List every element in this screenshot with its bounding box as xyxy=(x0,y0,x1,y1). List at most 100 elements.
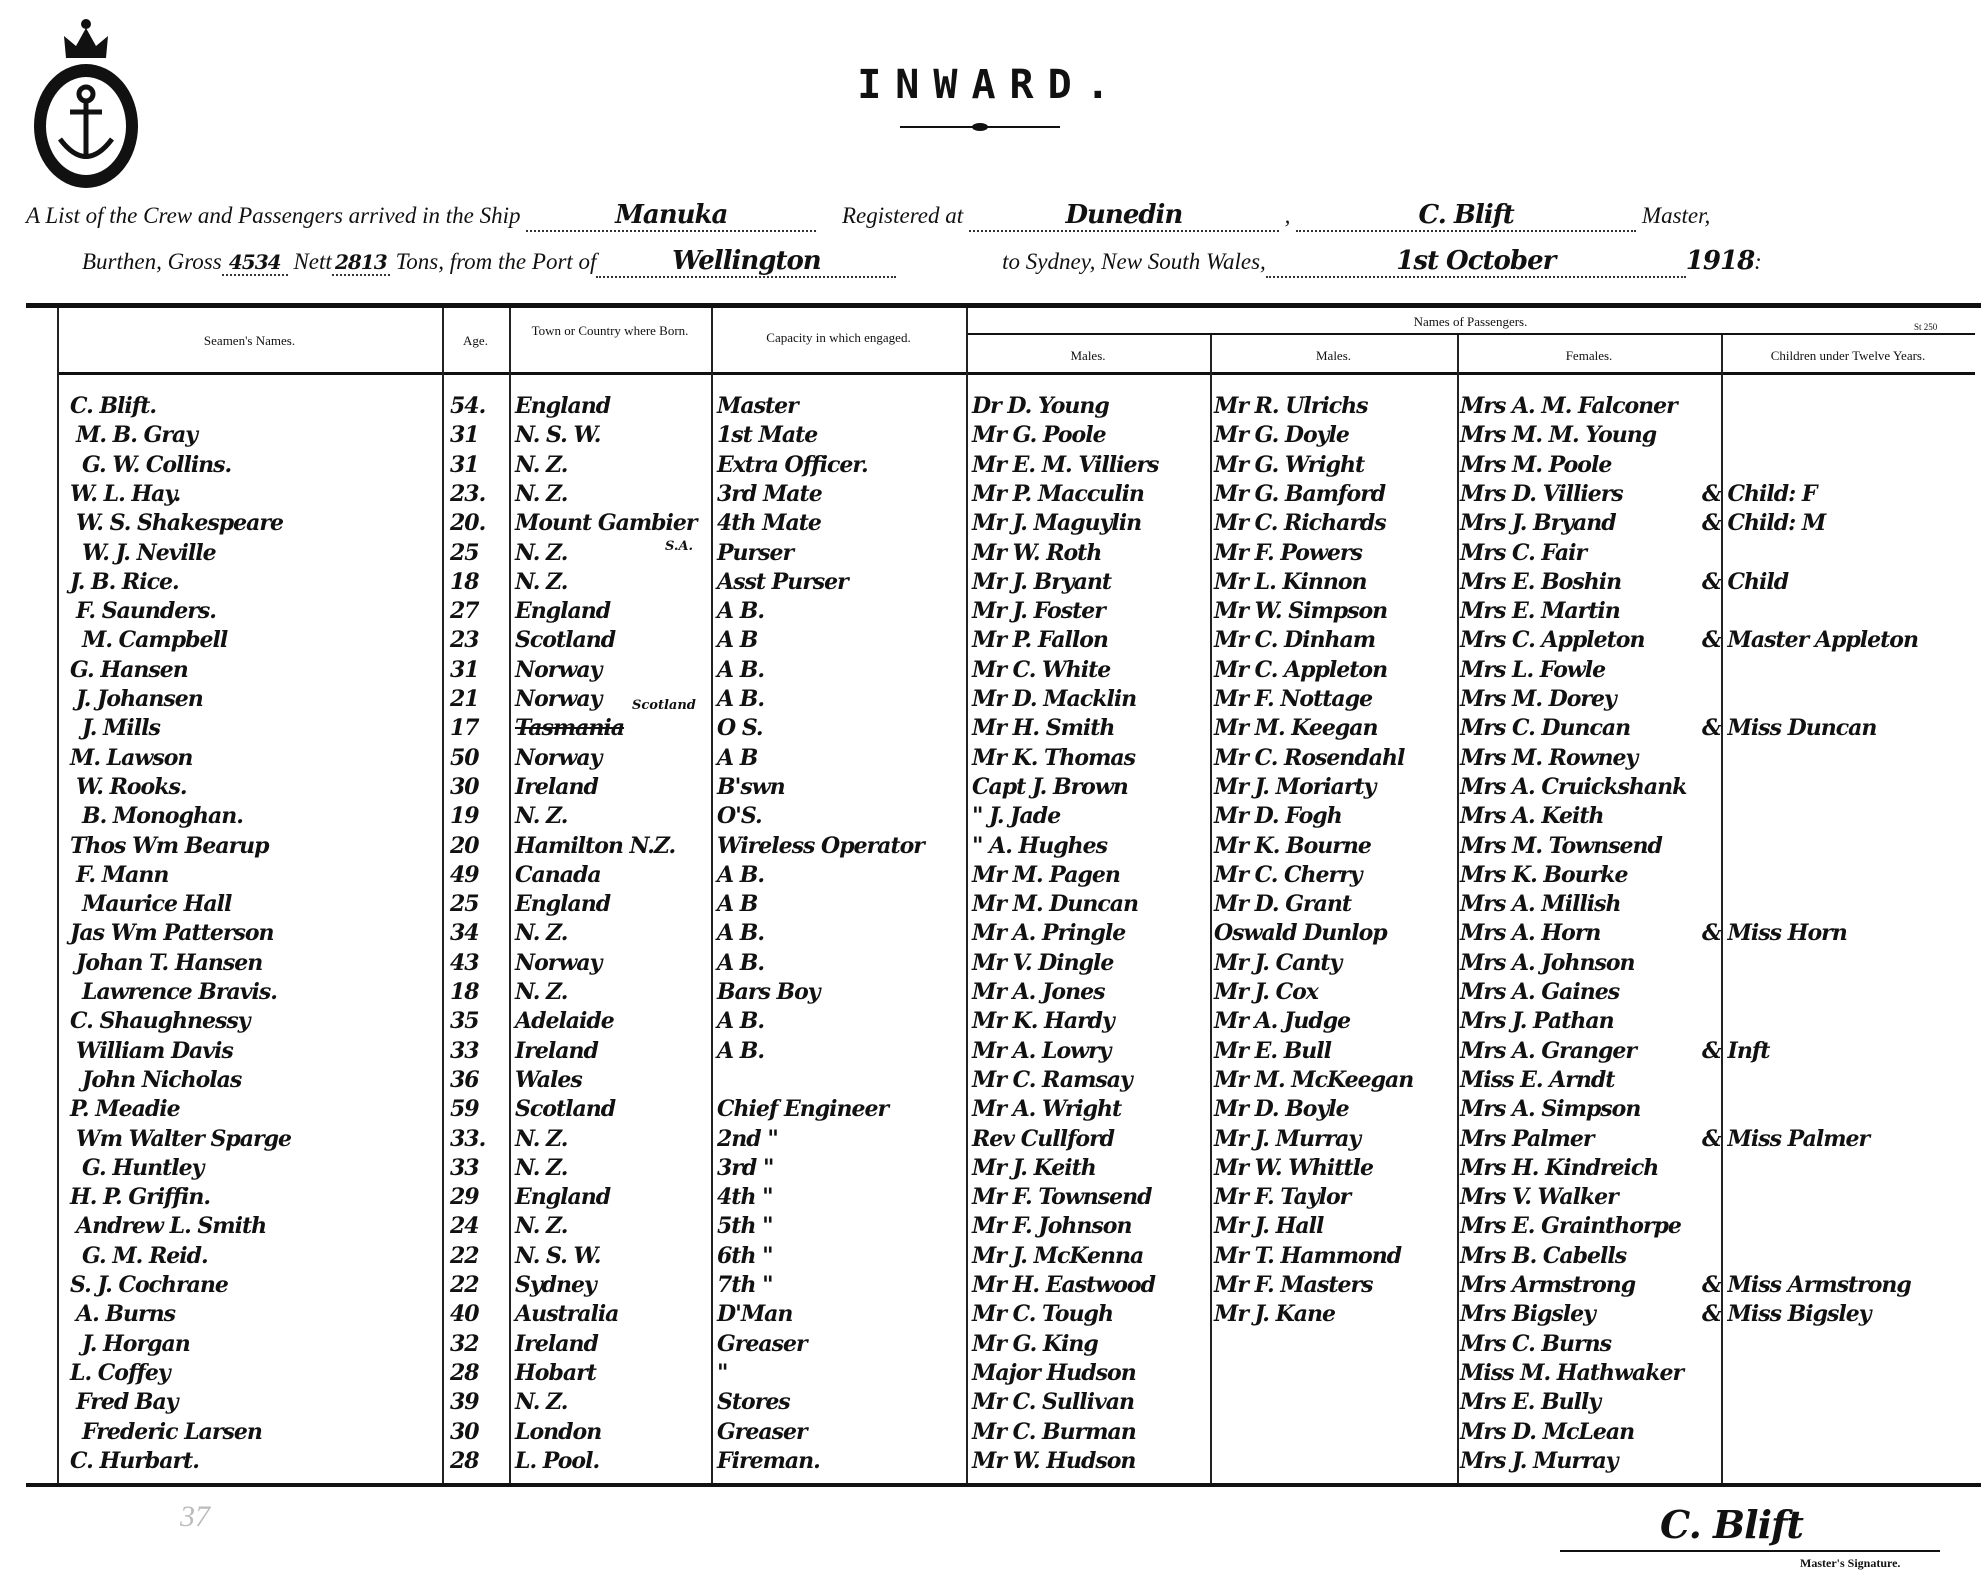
seaman-birthplace: Mount Gambier xyxy=(515,510,697,537)
male-passenger: Mr K. Hardy xyxy=(972,1008,1115,1035)
header-seamen-names: Seamen's Names. xyxy=(203,333,296,348)
seaman-age: 27 xyxy=(450,598,480,625)
male-passenger: Mr G. Bamford xyxy=(1214,480,1386,507)
male-passenger: Mr A. Wright xyxy=(972,1096,1122,1123)
child-passenger: & Miss Duncan xyxy=(1702,715,1877,742)
seaman-birthplace: Norway xyxy=(515,949,602,976)
seaman-capacity: A B xyxy=(717,891,758,918)
seaman-capacity: 1st Mate xyxy=(717,422,818,449)
male-passenger: Mr A. Jones xyxy=(972,979,1105,1005)
seaman-birthplace: England xyxy=(515,1184,611,1211)
seaman-birthplace: N. S. W. xyxy=(515,1242,601,1269)
seaman-name: Jas Wm Patterson xyxy=(70,920,275,947)
column-divider xyxy=(711,308,713,1483)
male-passenger: Mr G. Wright xyxy=(1214,451,1365,478)
female-passenger: Mrs C. Appleton xyxy=(1460,627,1645,654)
child-passenger: & Child: M xyxy=(1702,510,1826,537)
seaman-age: 22 xyxy=(450,1272,480,1298)
seaman-birthplace: N. Z. xyxy=(515,1213,568,1240)
shipping-master-seal-logo xyxy=(34,19,138,188)
male-passenger: Mr F. Taylor xyxy=(1214,1184,1351,1211)
seaman-birthplace: Canada xyxy=(515,861,602,888)
seaman-name: W. J. Neville xyxy=(82,539,217,566)
seaman-age: 43 xyxy=(450,949,480,976)
tons-label: Tons, from the Port of xyxy=(395,249,597,274)
child-passenger: & Child: F xyxy=(1702,480,1818,507)
seaman-name: J. Horgan xyxy=(82,1330,191,1357)
male-passenger: Mr D. Macklin xyxy=(972,686,1137,712)
seaman-birthplace: Hobart xyxy=(515,1359,597,1386)
seaman-age: 29 xyxy=(450,1184,480,1211)
seaman-birthplace: England xyxy=(515,891,611,918)
female-passenger: Mrs A. Simpson xyxy=(1460,1096,1641,1123)
seaman-capacity: A B. xyxy=(717,656,765,683)
seaman-name: J. B. Rice. xyxy=(70,568,180,595)
seaman-age: 31 xyxy=(450,656,480,683)
seaman-birthplace: N. Z. xyxy=(515,1154,568,1181)
male-passenger: Mr C. Sullivan xyxy=(972,1389,1135,1416)
seaman-age: 54. xyxy=(450,393,486,419)
male-passenger: " J. Jade xyxy=(972,803,1061,830)
seaman-capacity: Greaser xyxy=(717,1330,808,1357)
seaman-age: 19 xyxy=(450,803,480,830)
male-passenger: Mr W. Simpson xyxy=(1214,598,1388,625)
seaman-name: Maurice Hall xyxy=(82,891,232,918)
seaman-birthplace: Ireland xyxy=(515,1037,599,1064)
male-passenger: Dr D. Young xyxy=(972,393,1110,419)
form-number: St 250 xyxy=(1914,322,1938,332)
seaman-name: Johan T. Hansen xyxy=(76,949,263,976)
nett-label: Nett xyxy=(293,249,332,274)
male-passenger: Mr K. Bourne xyxy=(1214,832,1372,859)
male-passenger: Mr C. Burman xyxy=(972,1418,1137,1445)
child-passenger: & Miss Palmer xyxy=(1702,1125,1870,1152)
column-divider xyxy=(57,308,59,1483)
female-passenger: Mrs C. Duncan xyxy=(1460,715,1631,742)
female-passenger: Mrs A. Gaines xyxy=(1460,979,1620,1005)
seaman-capacity: Wireless Operator xyxy=(717,832,925,859)
seaman-birthplace: Scotland xyxy=(515,1096,616,1123)
seaman-name: G. Huntley xyxy=(82,1154,204,1181)
seaman-name: Wm Walter Sparge xyxy=(76,1125,292,1152)
male-passenger: Mr F. Townsend xyxy=(972,1184,1153,1211)
gross-tonnage-field: 4534 xyxy=(221,250,288,276)
female-passenger: Mrs M. Townsend xyxy=(1460,832,1663,859)
male-passenger: Mr A. Judge xyxy=(1214,1008,1351,1035)
male-passenger: Mr J. Keith xyxy=(972,1154,1097,1181)
seaman-name: John Nicholas xyxy=(82,1066,242,1093)
seaman-capacity: O S. xyxy=(717,715,764,742)
nett-tonnage-field: 2813 xyxy=(331,250,390,276)
seaman-age: 30 xyxy=(450,773,480,800)
seaman-capacity: Chief Engineer xyxy=(717,1096,889,1123)
seaman-name: M. Lawson xyxy=(70,744,193,771)
header-born: Town or Country where Born. xyxy=(531,323,689,338)
seaman-name: M. B. Gray xyxy=(76,422,198,449)
seaman-birthplace: Scotland xyxy=(515,627,616,654)
seaman-capacity: 4th " xyxy=(717,1184,774,1211)
birthplace-correction: S.A. xyxy=(665,539,694,555)
seaman-name: A. Burns xyxy=(76,1301,176,1328)
seaman-birthplace: Sydney xyxy=(515,1272,597,1298)
seaman-age: 36 xyxy=(450,1066,480,1093)
seaman-age: 39 xyxy=(450,1389,480,1416)
column-divider xyxy=(966,308,968,1483)
male-passenger: Mr M. McKeegan xyxy=(1214,1066,1414,1093)
child-passenger: & Child xyxy=(1702,568,1789,595)
seaman-age: 18 xyxy=(450,568,480,595)
male-passenger: Mr F. Nottage xyxy=(1214,686,1373,712)
seaman-birthplace: Australia xyxy=(515,1301,619,1328)
male-passenger: Mr C. Appleton xyxy=(1214,656,1388,683)
seaman-capacity: 7th " xyxy=(717,1272,774,1298)
seaman-name: F. Saunders. xyxy=(76,598,217,625)
male-passenger: Mr J. Moriarty xyxy=(1214,773,1376,800)
male-passenger: Mr C. White xyxy=(972,656,1111,683)
seaman-birthplace: N. Z. xyxy=(515,451,568,478)
male-passenger: Mr F. Johnson xyxy=(972,1213,1132,1240)
seaman-name: C. Hurbart. xyxy=(70,1447,200,1474)
seaman-age: 25 xyxy=(450,891,480,918)
male-passenger: Mr A. Pringle xyxy=(972,920,1126,947)
seaman-age: 59 xyxy=(450,1096,480,1123)
seaman-birthplace: Wales xyxy=(515,1066,583,1093)
seaman-birthplace: N. Z. xyxy=(515,920,568,947)
seaman-name: M. Campbell xyxy=(82,627,228,654)
male-passenger: Mr L. Kinnon xyxy=(1214,568,1368,595)
